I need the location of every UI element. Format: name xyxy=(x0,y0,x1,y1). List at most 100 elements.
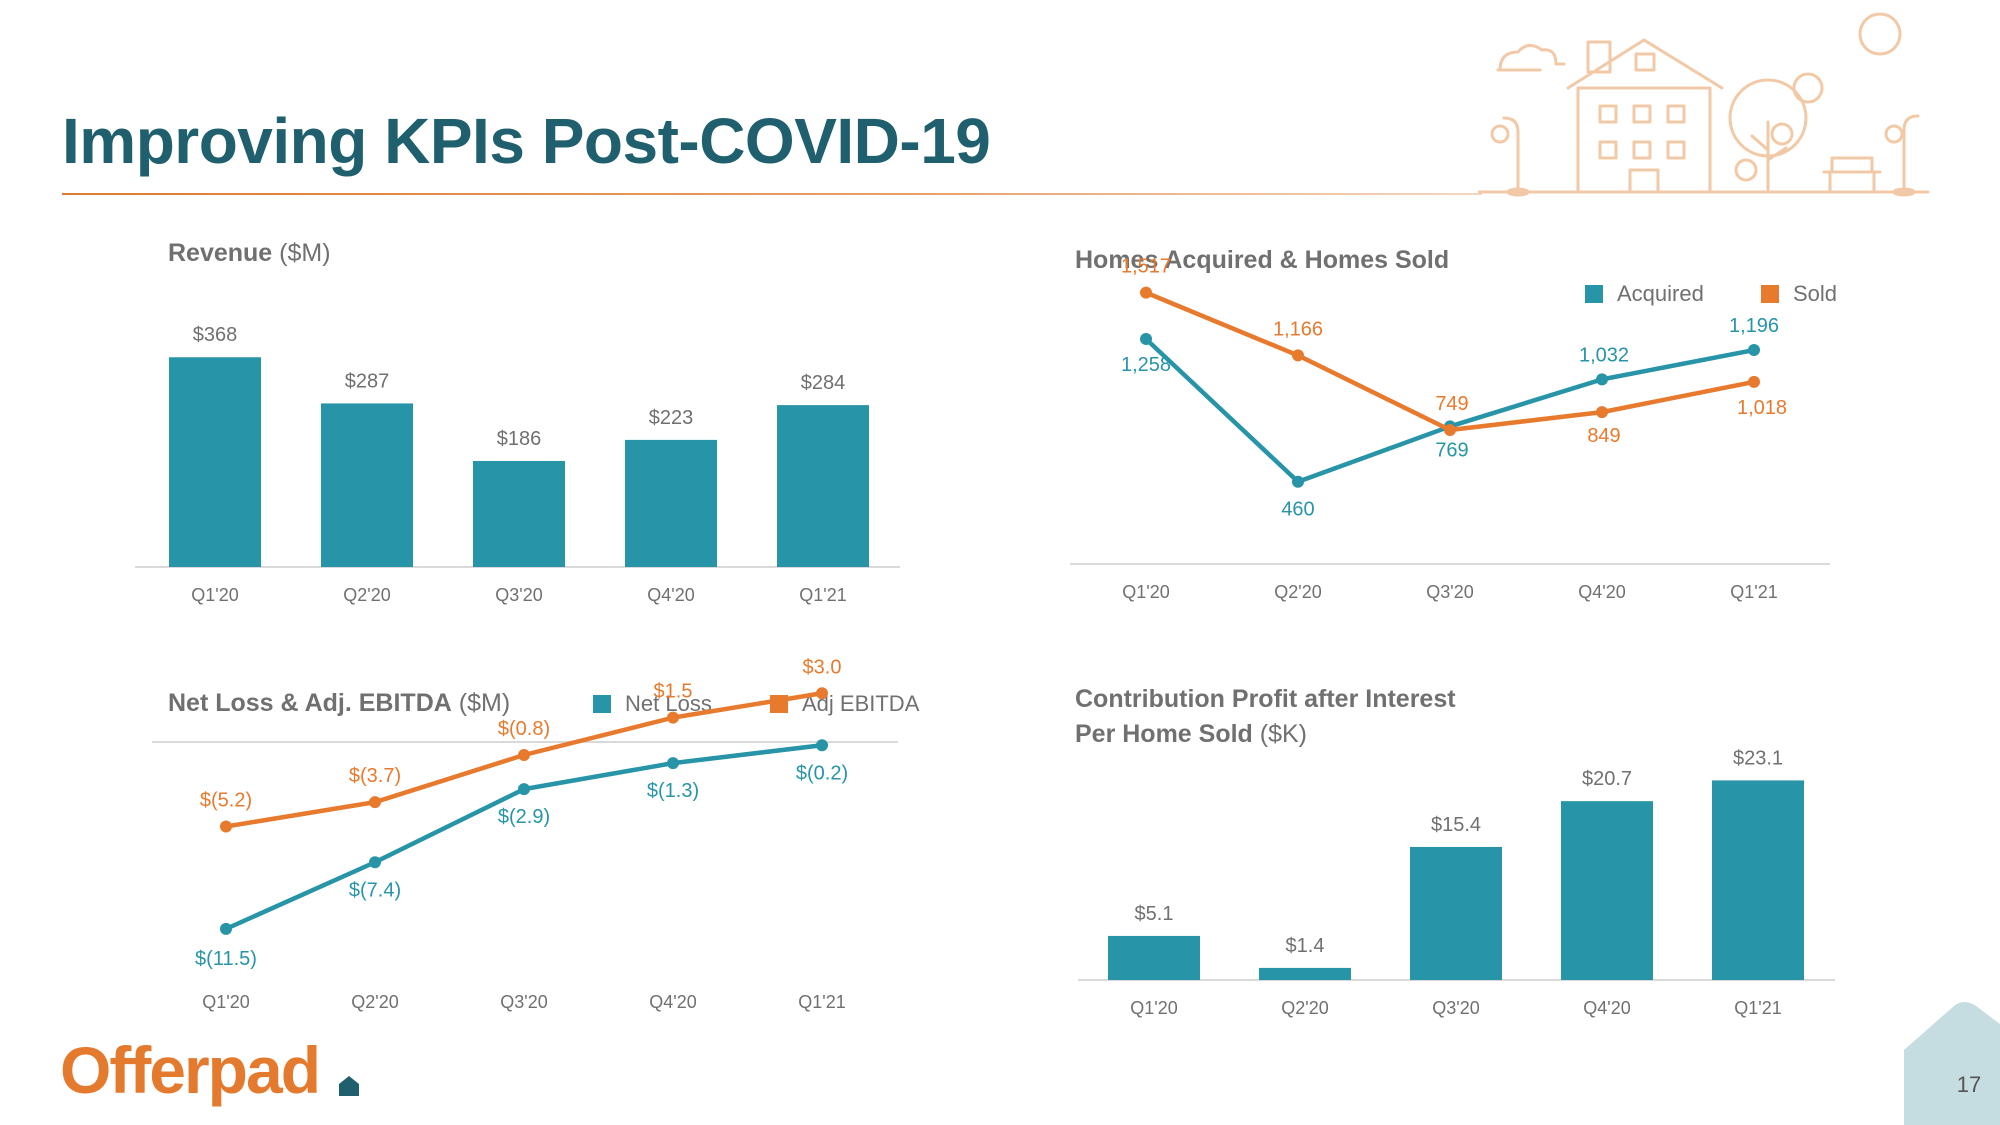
homes-data-label-acquired: 1,258 xyxy=(1121,354,1171,376)
homes-point-acquired xyxy=(1748,344,1760,357)
slide-title: Improving KPIs Post-COVID-19 xyxy=(62,105,991,177)
cp-data-label: $5.1 xyxy=(1135,903,1174,925)
cp-heading-line2: Per Home Sold xyxy=(1075,720,1253,748)
legend-swatch-net-loss xyxy=(593,695,611,713)
netloss-data-label-net-loss: $(1.3) xyxy=(647,780,699,802)
cp-bar xyxy=(1410,846,1502,980)
revenue-data-label: $284 xyxy=(801,372,846,394)
netloss-data-label-adj-ebitda: $(3.7) xyxy=(349,765,401,787)
legend-swatch-acquired xyxy=(1585,285,1603,303)
homes-heading: Homes Acquired & Homes Sold xyxy=(1075,243,1449,278)
netloss-point-net-loss xyxy=(220,922,232,935)
legend-swatch-sold xyxy=(1761,285,1779,303)
legend-label-acquired: Acquired xyxy=(1617,281,1704,306)
cp-data-label: $15.4 xyxy=(1431,814,1481,836)
page-corner-shape xyxy=(1904,1002,2000,1125)
netloss-tick-label: Q1'21 xyxy=(798,992,845,1012)
revenue-data-label: $287 xyxy=(345,370,390,392)
netloss-data-label-net-loss: $(7.4) xyxy=(349,879,401,901)
cp-tick-label: Q1'20 xyxy=(1130,998,1177,1018)
offerpad-logo: Offerpad xyxy=(60,1033,321,1107)
homes-data-label-sold: 1,166 xyxy=(1273,318,1323,340)
revenue-data-label: $223 xyxy=(649,407,694,429)
cp-data-label: $20.7 xyxy=(1582,768,1632,790)
netloss-data-label-adj-ebitda: $(5.2) xyxy=(200,790,252,812)
revenue-tick-label: Q3'20 xyxy=(495,585,542,605)
netloss-data-label-net-loss: $(0.2) xyxy=(796,762,848,784)
homes-tick-label: Q3'20 xyxy=(1426,582,1473,602)
netloss-point-adj-ebitda xyxy=(667,711,679,724)
homes-point-sold xyxy=(1292,349,1304,362)
homes-data-label-sold: 749 xyxy=(1435,393,1468,415)
netloss-data-label-adj-ebitda: $3.0 xyxy=(803,656,842,678)
cp-bar xyxy=(1108,935,1200,980)
netloss-point-net-loss xyxy=(667,757,679,770)
netloss-point-net-loss xyxy=(816,739,828,752)
homes-data-label-acquired: 769 xyxy=(1435,439,1468,461)
legend-label-sold: Sold xyxy=(1793,281,1838,306)
homes-point-sold xyxy=(1140,286,1152,299)
revenue-data-label: $368 xyxy=(193,324,238,346)
revenue-tick-label: Q1'20 xyxy=(191,585,238,605)
revenue-heading: Revenue ($M) xyxy=(168,236,331,271)
revenue-bar xyxy=(473,460,565,567)
revenue-data-label: $186 xyxy=(497,428,542,450)
homes-point-acquired xyxy=(1292,475,1304,488)
netloss-tick-label: Q4'20 xyxy=(649,992,696,1012)
revenue-heading-unit: ($M) xyxy=(279,239,331,267)
house-illustration-icon xyxy=(1478,12,1930,197)
cp-bar xyxy=(1561,801,1653,980)
netloss-point-net-loss xyxy=(369,856,381,869)
homes-data-label-sold: 849 xyxy=(1587,425,1620,447)
netloss-tick-label: Q1'20 xyxy=(202,992,249,1012)
netloss-tick-label: Q2'20 xyxy=(351,992,398,1012)
netloss-heading: Net Loss & Adj. EBITDA ($M) xyxy=(168,686,510,721)
revenue-tick-label: Q2'20 xyxy=(343,585,390,605)
netloss-data-label-adj-ebitda: $1.5 xyxy=(654,681,693,703)
netloss-point-adj-ebitda xyxy=(369,796,381,809)
cp-tick-label: Q3'20 xyxy=(1432,998,1479,1018)
cp-bar xyxy=(1712,780,1804,980)
homes-data-label-acquired: 1,196 xyxy=(1729,315,1779,337)
homes-tick-label: Q1'21 xyxy=(1730,582,1777,602)
homes-tick-label: Q2'20 xyxy=(1274,582,1321,602)
title-divider xyxy=(62,193,1482,195)
homes-point-sold xyxy=(1748,375,1760,388)
revenue-bar xyxy=(625,439,717,567)
cp-tick-label: Q2'20 xyxy=(1281,998,1328,1018)
revenue-heading-bold: Revenue xyxy=(168,239,273,267)
homes-tick-label: Q1'20 xyxy=(1122,582,1169,602)
homes-point-acquired xyxy=(1596,373,1608,386)
homes-point-sold xyxy=(1444,424,1456,437)
revenue-bar xyxy=(777,405,869,567)
cp-heading-line1: Contribution Profit after Interest xyxy=(1075,685,1456,713)
netloss-heading-bold: Net Loss & Adj. EBITDA xyxy=(168,689,452,717)
netloss-heading-unit: ($M) xyxy=(458,689,511,717)
netloss-point-adj-ebitda xyxy=(816,687,828,700)
netloss-point-adj-ebitda xyxy=(518,749,530,761)
netloss-data-label-net-loss: $(2.9) xyxy=(498,806,550,828)
netloss-point-net-loss xyxy=(518,783,530,796)
homes-point-sold xyxy=(1596,406,1608,419)
netloss-tick-label: Q3'20 xyxy=(500,992,547,1012)
homes-data-label-acquired: 1,032 xyxy=(1579,344,1629,366)
homes-data-label-sold: 1,018 xyxy=(1737,397,1787,419)
homes-data-label-sold: 1,517 xyxy=(1121,256,1171,278)
homes-legend-sold: Sold xyxy=(1761,281,1837,307)
netloss-data-label-net-loss: $(11.5) xyxy=(195,948,257,970)
cp-tick-label: Q4'20 xyxy=(1583,998,1630,1018)
revenue-tick-label: Q1'21 xyxy=(799,585,846,605)
offerpad-house-icon xyxy=(339,1076,359,1096)
homes-tick-label: Q4'20 xyxy=(1578,582,1625,602)
cp-data-label: $23.1 xyxy=(1733,747,1783,769)
netloss-point-adj-ebitda xyxy=(220,820,232,833)
homes-heading-bold: Homes Acquired & Homes Sold xyxy=(1075,246,1450,274)
cp-bar xyxy=(1259,967,1351,980)
cp-heading-unit: ($K) xyxy=(1259,720,1308,748)
cp-tick-label: Q1'21 xyxy=(1734,998,1781,1018)
revenue-tick-label: Q4'20 xyxy=(647,585,694,605)
